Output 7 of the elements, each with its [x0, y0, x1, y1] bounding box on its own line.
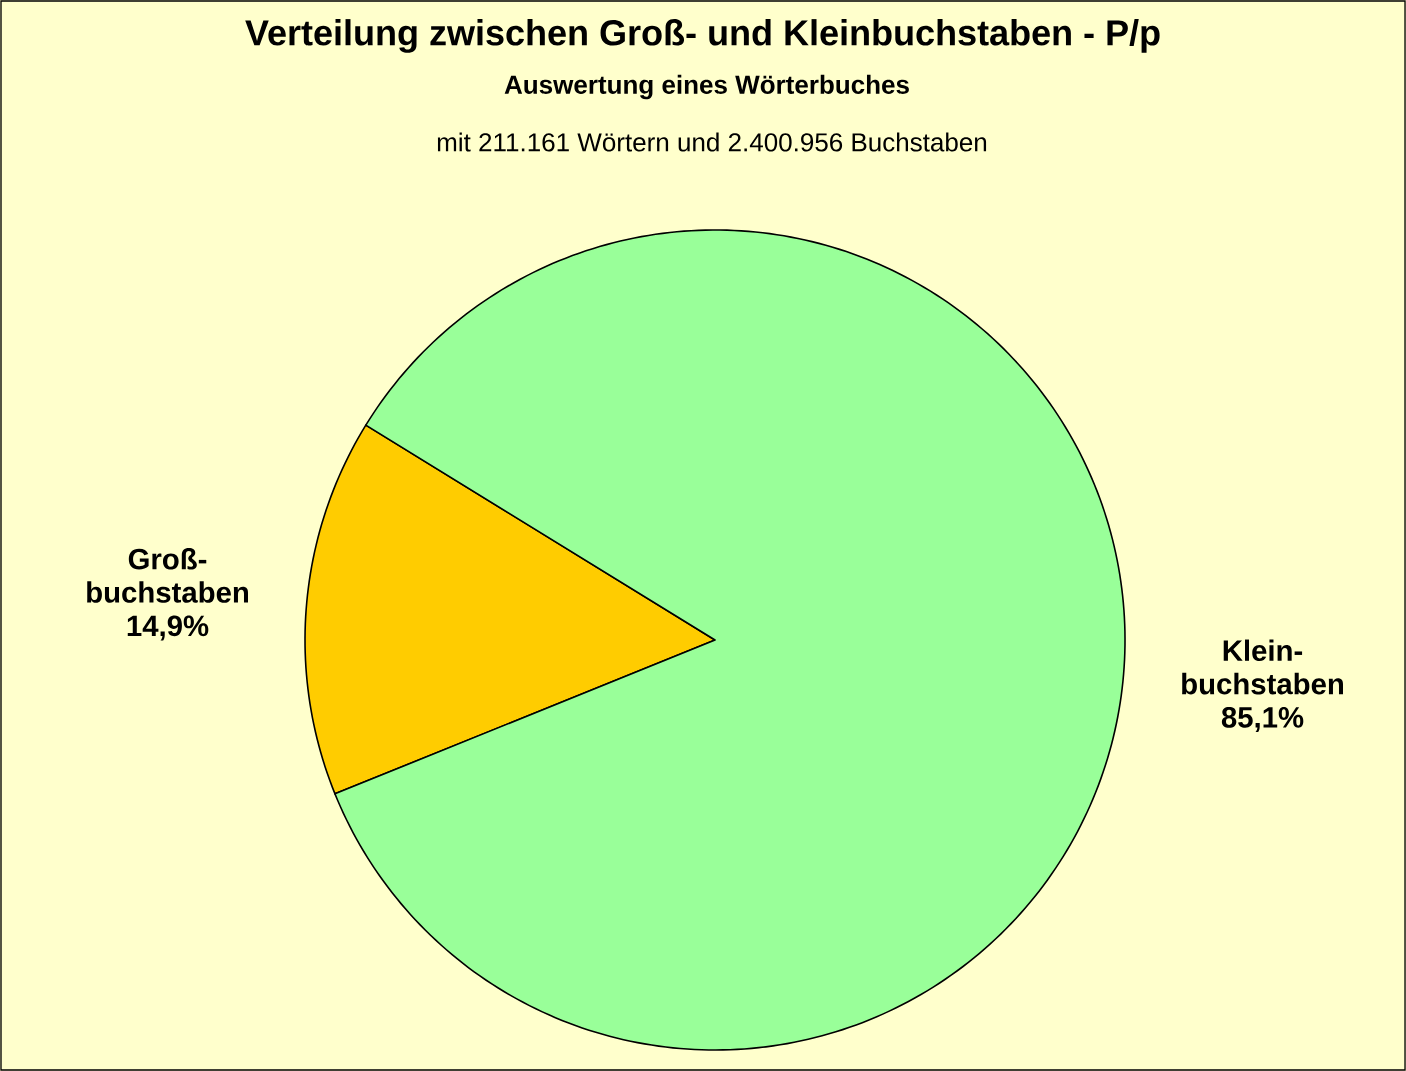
chart-title: Verteilung zwischen Groß- und Kleinbuchstaben - P/p	[245, 19, 1160, 53]
slice-label: Groß-buchstaben	[87, 547, 248, 603]
chart-subtitle: Auswertung eines Wörterbuches	[504, 74, 909, 100]
text: mit 211.161 Wörtern und 2.400.956 Buchstaben	[437, 132, 987, 152]
data-label: 14,9%	[127, 615, 209, 641]
slice-label: Klein-buchstaben	[1182, 639, 1343, 695]
data-label: 85,1%	[1221, 706, 1304, 732]
